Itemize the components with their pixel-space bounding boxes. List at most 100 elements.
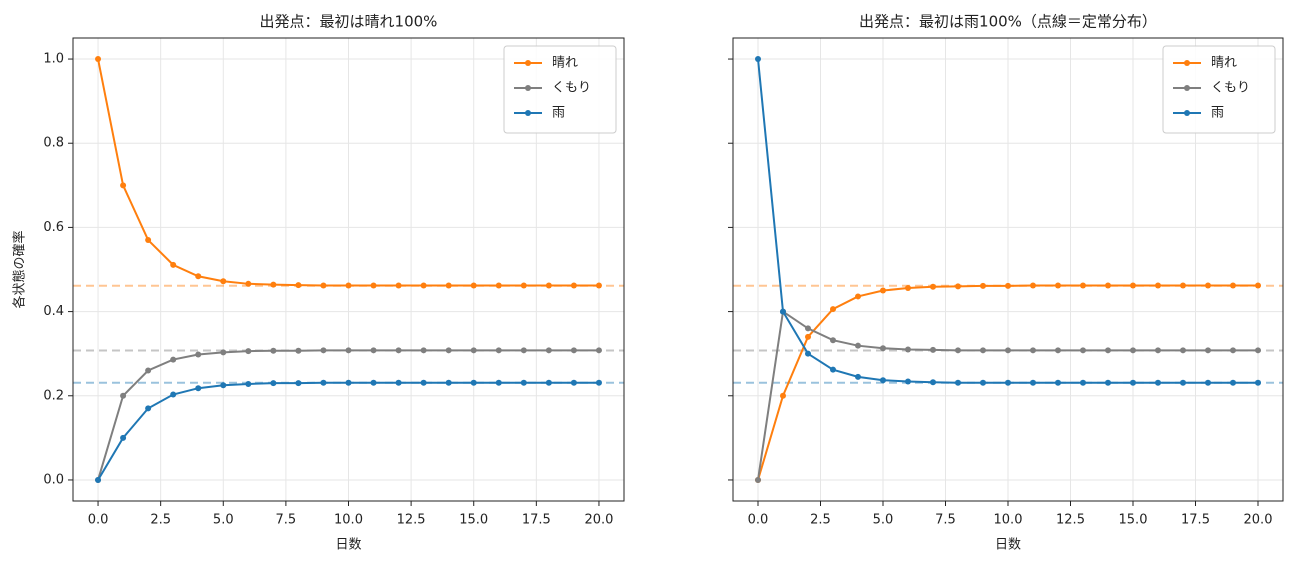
x-tick-label: 12.5 (1056, 513, 1085, 528)
point (545, 347, 552, 354)
x-tick-label: 17.5 (522, 513, 551, 528)
point (1255, 282, 1261, 289)
point (245, 380, 252, 387)
point (1080, 347, 1086, 354)
point (370, 347, 377, 354)
point (270, 380, 277, 387)
legend-marker (525, 110, 531, 116)
point (1255, 347, 1261, 354)
point (1080, 379, 1086, 386)
point (595, 379, 602, 386)
point (880, 287, 886, 294)
point (980, 379, 986, 386)
point (420, 379, 427, 386)
point (395, 379, 402, 386)
legend-marker (1184, 60, 1190, 66)
point (220, 349, 227, 356)
point (145, 237, 152, 244)
point (905, 285, 911, 292)
point (855, 373, 861, 380)
point (905, 378, 911, 385)
point (1180, 347, 1186, 354)
point (295, 380, 302, 387)
point (245, 348, 252, 355)
point (220, 382, 227, 389)
point (805, 333, 811, 340)
chart-title: 出発点：最初は雨100%（点線＝定常分布） (859, 13, 1157, 31)
point (1030, 379, 1036, 386)
point (1180, 379, 1186, 386)
point (270, 281, 277, 288)
legend-marker (1184, 85, 1190, 91)
point (295, 282, 302, 289)
point (1205, 347, 1211, 354)
point (195, 385, 202, 392)
point (805, 325, 811, 332)
point (470, 282, 477, 289)
x-tick-label: 10.0 (994, 513, 1023, 528)
point (1005, 282, 1011, 289)
point (545, 379, 552, 386)
x-tick-label: 7.5 (935, 513, 956, 528)
legend-label: 晴れ (1211, 56, 1237, 71)
x-tick-label: 17.5 (1181, 513, 1210, 528)
x-tick-label: 20.0 (1244, 513, 1273, 528)
legend-box (1162, 45, 1276, 134)
x-tick-label: 5.0 (213, 513, 234, 528)
point (320, 379, 327, 386)
point (905, 346, 911, 353)
point (520, 282, 527, 289)
point (980, 282, 986, 289)
point (145, 367, 152, 374)
point (830, 337, 836, 344)
legend-label: 雨 (552, 106, 565, 121)
y-axis-label: 各状態の確率 (12, 230, 28, 308)
point (1255, 379, 1261, 386)
point (320, 282, 327, 289)
point (495, 282, 502, 289)
point (1105, 347, 1111, 354)
x-tick-label: 0.0 (88, 513, 109, 528)
point (445, 347, 452, 354)
point (345, 347, 352, 354)
point (345, 379, 352, 386)
point (1230, 347, 1236, 354)
point (1055, 347, 1061, 354)
point (470, 347, 477, 354)
point (170, 391, 177, 398)
point (955, 379, 961, 386)
x-tick-label: 12.5 (397, 513, 426, 528)
point (195, 273, 202, 280)
point (195, 351, 202, 358)
point (595, 347, 602, 354)
point (1155, 282, 1161, 289)
point (445, 379, 452, 386)
point (880, 377, 886, 384)
point (420, 282, 427, 289)
point (495, 379, 502, 386)
point (1005, 379, 1011, 386)
point (395, 347, 402, 354)
point (570, 379, 577, 386)
point (1205, 282, 1211, 289)
y-tick-label: 0.0 (43, 472, 64, 487)
point (320, 347, 327, 354)
point (595, 282, 602, 289)
legend-label: 晴れ (552, 56, 578, 71)
point (955, 347, 961, 354)
point (1230, 379, 1236, 386)
point (1055, 282, 1061, 289)
point (1130, 282, 1136, 289)
point (495, 347, 502, 354)
point (1030, 282, 1036, 289)
legend-box (503, 45, 617, 134)
point (345, 282, 352, 289)
point (120, 434, 127, 441)
point (170, 356, 177, 363)
point (1155, 347, 1161, 354)
point (145, 405, 152, 412)
point (930, 346, 936, 353)
axes-frame (72, 37, 625, 502)
legend-label: くもり (1211, 81, 1250, 96)
y-tick-label: 0.8 (43, 136, 64, 151)
